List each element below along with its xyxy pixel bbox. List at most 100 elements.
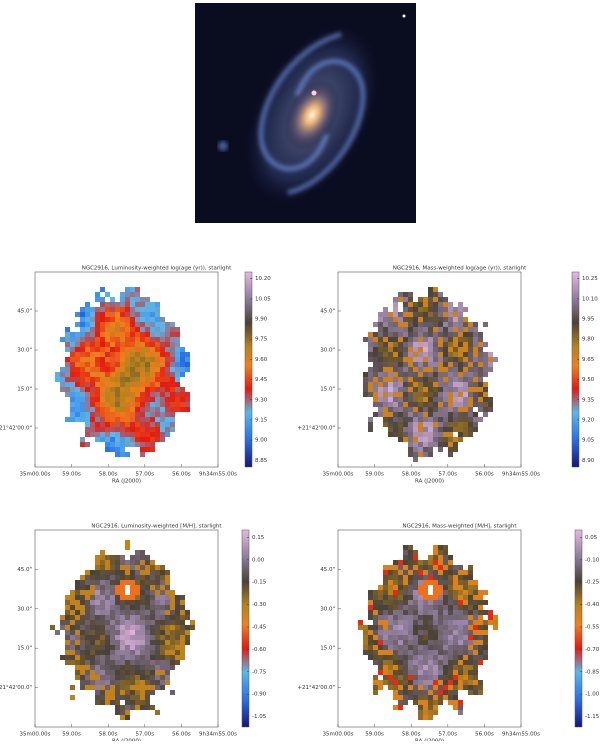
map-pixel xyxy=(438,362,443,367)
map-pixel xyxy=(413,560,418,565)
map-pixel xyxy=(443,575,448,580)
map-pixel xyxy=(145,665,150,670)
map-pixel xyxy=(463,665,468,670)
map-pixel xyxy=(418,417,423,422)
map-pixel xyxy=(478,600,483,605)
map-pixel xyxy=(135,402,140,407)
map-pixel xyxy=(145,660,150,665)
map-pixel xyxy=(165,367,170,372)
map-pixel xyxy=(383,675,388,680)
map-pixel xyxy=(413,650,418,655)
map-pixel xyxy=(175,610,180,615)
map-pixel xyxy=(403,332,408,337)
map-pixel xyxy=(120,377,125,382)
map-pixel xyxy=(165,417,170,422)
map-pixel xyxy=(100,620,105,625)
map-pixel xyxy=(145,312,150,317)
map-pixel xyxy=(110,392,115,397)
map-pixel xyxy=(75,675,80,680)
map-pixel xyxy=(160,640,165,645)
map-pixel xyxy=(453,625,458,630)
map-pixel xyxy=(438,595,443,600)
map-pixel xyxy=(100,650,105,655)
map-pixel xyxy=(140,322,145,327)
map-pixel xyxy=(135,302,140,307)
map-pixel xyxy=(170,342,175,347)
map-pixel xyxy=(85,362,90,367)
map-pixel xyxy=(403,630,408,635)
map-pixel xyxy=(373,357,378,362)
map-pixel xyxy=(165,377,170,382)
map-pixel xyxy=(110,432,115,437)
map-pixel xyxy=(110,560,115,565)
map-pixel xyxy=(433,402,438,407)
map-pixel xyxy=(85,327,90,332)
map-pixel xyxy=(140,442,145,447)
map-pixel xyxy=(398,422,403,427)
map-pixel xyxy=(75,332,80,337)
map-pixel xyxy=(165,680,170,685)
map-pixel xyxy=(463,650,468,655)
map-pixel xyxy=(418,392,423,397)
map-pixel xyxy=(393,332,398,337)
map-pixel xyxy=(468,427,473,432)
map-pixel xyxy=(175,625,180,630)
map-pixel xyxy=(438,615,443,620)
map-pixel xyxy=(393,665,398,670)
map-pixel xyxy=(170,625,175,630)
map-pixel xyxy=(443,675,448,680)
map-pixel xyxy=(95,620,100,625)
map-pixel xyxy=(110,347,115,352)
map-pixel xyxy=(478,387,483,392)
map-pixel xyxy=(155,660,160,665)
map-pixel xyxy=(85,372,90,377)
map-pixel xyxy=(105,317,110,322)
map-pixel xyxy=(130,555,135,560)
map-pixel xyxy=(90,590,95,595)
map-pixel xyxy=(403,605,408,610)
map-pixel xyxy=(65,595,70,600)
map-pixel xyxy=(175,392,180,397)
map-pixel xyxy=(125,327,130,332)
map-pixel xyxy=(125,670,130,675)
map-pixel xyxy=(448,392,453,397)
map-pixel xyxy=(433,332,438,337)
map-pixel xyxy=(95,655,100,660)
map-pixel xyxy=(145,352,150,357)
map-pixel xyxy=(403,565,408,570)
map-pixel xyxy=(135,352,140,357)
map-pixel xyxy=(105,625,110,630)
map-pixel xyxy=(448,700,453,705)
map-pixel xyxy=(448,555,453,560)
map-pixel xyxy=(75,362,80,367)
map-pixel xyxy=(175,645,180,650)
map-pixel xyxy=(403,645,408,650)
map-pixel xyxy=(408,437,413,442)
map-pixel xyxy=(438,372,443,377)
map-pixel xyxy=(493,357,498,362)
map-pixel xyxy=(140,392,145,397)
map-panel: NGC2916, Mass-weighted [M/H], starlight4… xyxy=(297,524,599,745)
map-pixel xyxy=(110,312,115,317)
map-pixel xyxy=(413,392,418,397)
map-pixel xyxy=(100,407,105,412)
map-pixel xyxy=(443,442,448,447)
map-pixel xyxy=(185,402,190,407)
map-pixel xyxy=(85,620,90,625)
map-pixel xyxy=(155,332,160,337)
map-pixel xyxy=(443,570,448,575)
map-pixel xyxy=(145,630,150,635)
map-pixel xyxy=(438,417,443,422)
map-pixel xyxy=(95,362,100,367)
map-pixel xyxy=(155,417,160,422)
map-pixel xyxy=(145,585,150,590)
x-tick-label: 57.00s xyxy=(438,732,457,738)
map-pixel xyxy=(180,362,185,367)
map-pixel xyxy=(408,650,413,655)
map-pixel xyxy=(140,417,145,422)
map-pixel xyxy=(135,392,140,397)
map-pixel xyxy=(383,337,388,342)
map-pixel xyxy=(393,312,398,317)
map-pixel xyxy=(413,570,418,575)
map-pixel xyxy=(448,635,453,640)
